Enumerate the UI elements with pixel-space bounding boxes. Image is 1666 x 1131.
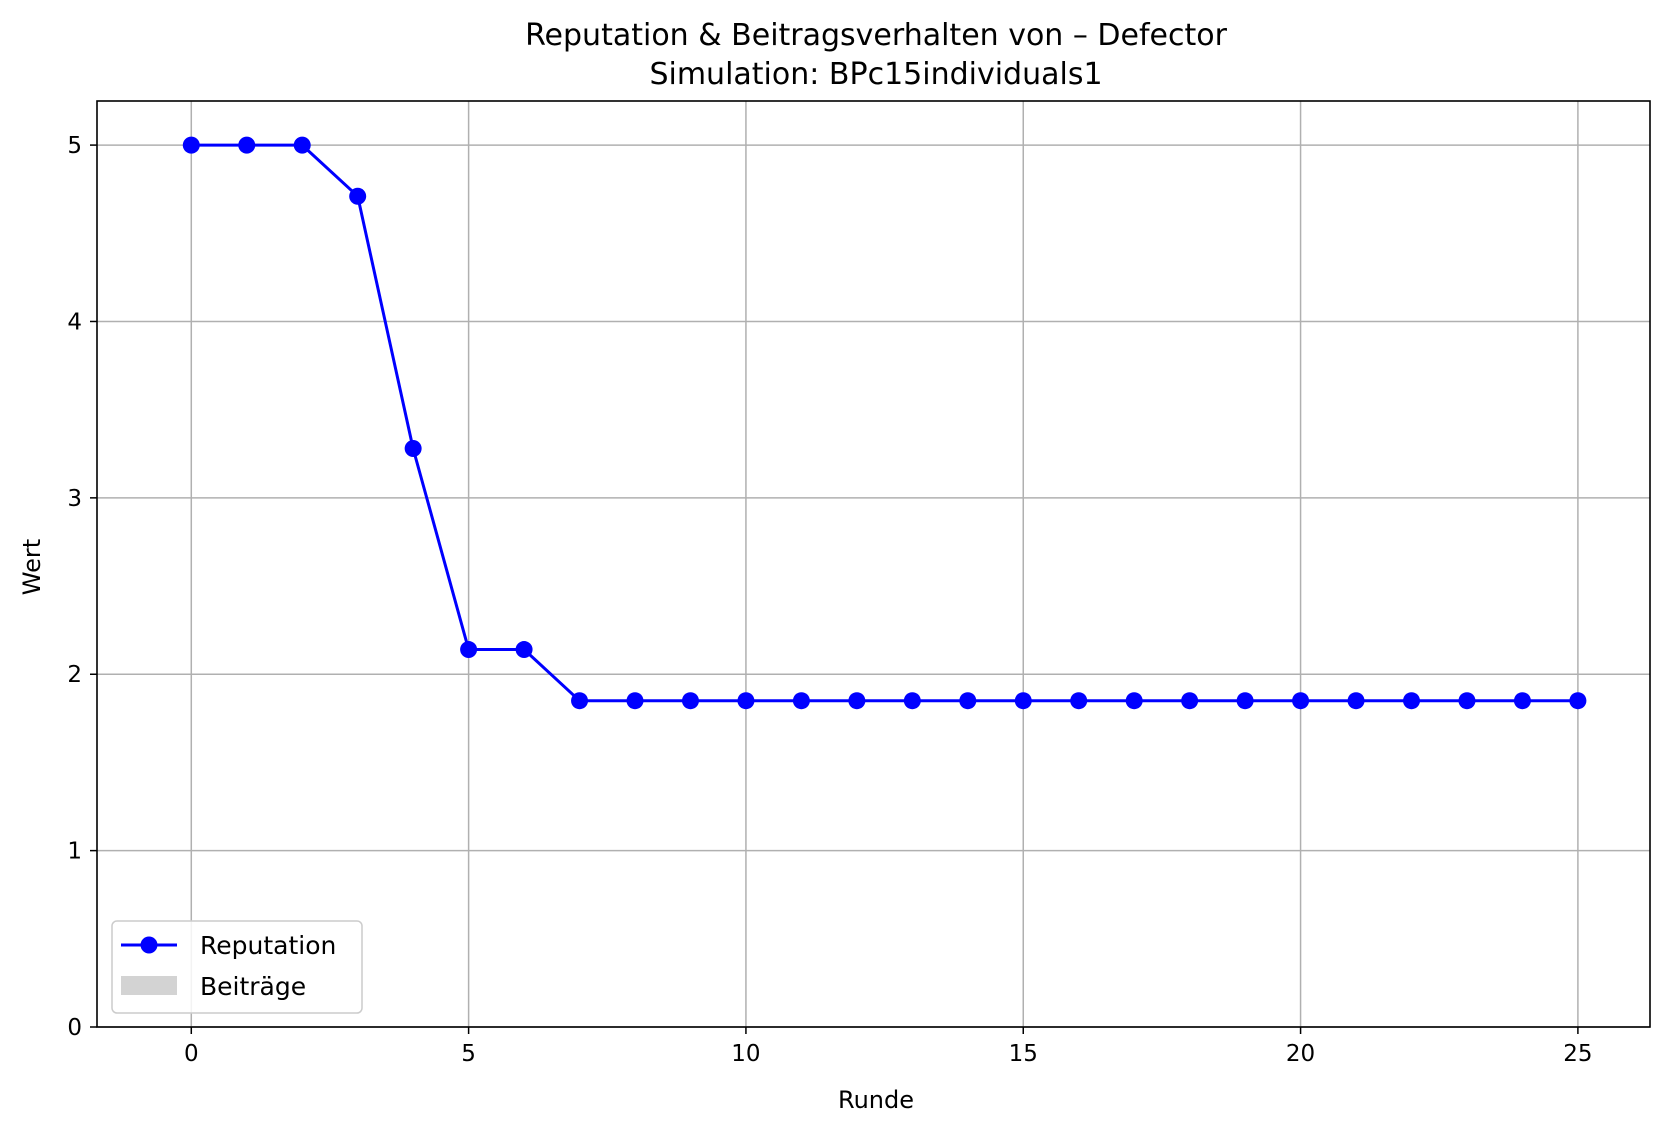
series-layer [182,136,1587,710]
reputation-point [737,692,755,710]
reputation-point [293,136,311,154]
reputation-point [1292,692,1310,710]
reputation-point [903,692,921,710]
x-tick-label: 15 [1009,1041,1038,1067]
reputation-point [681,692,699,710]
x-tick-label: 5 [461,1041,476,1067]
reputation-point [1403,692,1421,710]
reputation-point [515,641,533,659]
reputation-point [792,692,810,710]
reputation-point [571,692,589,710]
chart-title: Reputation & Beitragsverhalten von – Def… [525,18,1228,53]
y-tick-label: 2 [67,662,82,688]
reputation-point [1236,692,1254,710]
reputation-point [1458,692,1476,710]
ticks: 0 5 10 15 20 25 0 1 2 3 4 5 [67,133,1592,1067]
reputation-point [238,136,256,154]
grid [97,101,1650,1028]
reputation-line [191,143,1578,703]
reputation-point [1347,692,1365,710]
reputation-point [460,641,478,659]
legend-beitraege-label: Beiträge [200,972,306,1001]
x-axis-label: Runde [838,1086,914,1114]
legend: Reputation Beiträge [111,920,363,1014]
legend-reputation-marker [140,936,158,954]
x-tick-label: 25 [1563,1041,1592,1067]
reputation-point [626,692,644,710]
reputation-point [1513,692,1531,710]
y-tick-label: 4 [67,309,82,335]
x-tick-label: 0 [184,1041,199,1067]
y-tick-label: 1 [67,839,82,865]
reputation-point [1125,692,1143,710]
x-tick-label: 10 [731,1041,760,1067]
y-tick-label: 3 [67,486,82,512]
reputation-point [182,136,200,154]
y-tick-label: 0 [67,1015,82,1041]
legend-reputation-label: Reputation [200,931,336,960]
y-axis-label: Wert [18,539,46,595]
reputation-point [1014,692,1032,710]
plot-frame [96,100,1651,1028]
reputation-point [1181,692,1199,710]
legend-beitraege-swatch [121,976,177,995]
x-tick-label: 20 [1286,1041,1315,1067]
reputation-point [1569,692,1587,710]
chart-subtitle: Simulation: BPc15individuals1 [649,57,1102,92]
reputation-point [1070,692,1088,710]
reputation-point [848,692,866,710]
reputation-point [349,187,367,205]
reputation-point [959,692,977,710]
reputation-point [404,439,422,457]
y-tick-label: 5 [67,133,82,159]
